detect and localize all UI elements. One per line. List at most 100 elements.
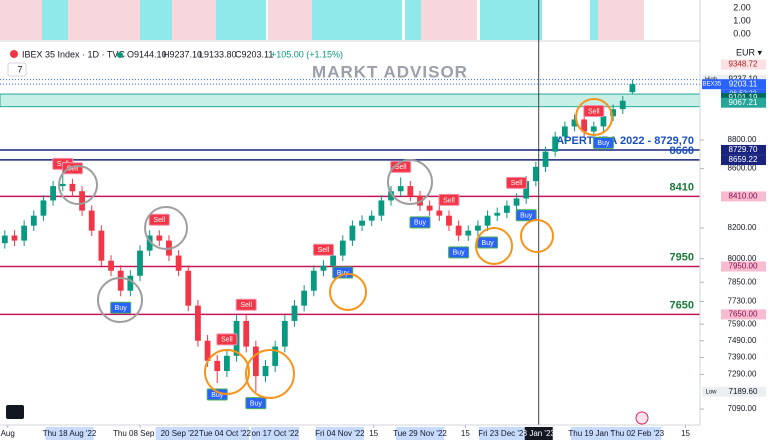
price-label: 9067.21 (729, 98, 758, 107)
price-label-box (721, 261, 766, 272)
candle-body (339, 240, 346, 256)
candle-body (98, 230, 105, 261)
ohlc-close: C9203.11 (235, 49, 273, 59)
candle-body (571, 119, 578, 127)
y-tick-label: 7590.00 (728, 319, 757, 328)
candle-body (378, 200, 385, 216)
orange-circle (245, 349, 295, 399)
candle-body (504, 205, 510, 213)
price-label-box (721, 97, 766, 108)
signal-box (506, 176, 528, 189)
signal-label: Sell (318, 247, 330, 254)
signal-box (148, 213, 170, 226)
candle-body (262, 365, 269, 377)
candle-body (301, 290, 308, 306)
tv-logo (6, 405, 24, 419)
candle-body (291, 305, 298, 321)
x-tick-label: Thu 08 Sep '22 (113, 429, 168, 438)
candle-body (349, 225, 356, 241)
logo (6, 405, 24, 419)
indicator-block (312, 0, 402, 40)
signal-label: Sell (240, 302, 252, 309)
x-tick-highlight (200, 427, 249, 440)
candle-body (117, 270, 124, 291)
y-tick-label: 7490.00 (728, 336, 757, 345)
candle-body (436, 210, 443, 216)
signal-box (332, 266, 354, 279)
indicator-block (405, 0, 421, 40)
orange-circle (475, 227, 513, 265)
candle-body (552, 136, 559, 152)
candle-body (50, 186, 56, 201)
x-tick-label: Tue 29 Nov '22 (393, 429, 447, 438)
ohlc-low: L9133.80 (199, 49, 237, 59)
signal-label: Sell (511, 180, 523, 187)
gray-circle (387, 159, 433, 205)
price-label: 9101.19 (729, 93, 758, 102)
signal-label: Buy (597, 140, 610, 147)
candle-body (156, 235, 163, 241)
price-label: 7650.00 (729, 310, 758, 319)
signal-label: Sell (67, 166, 79, 173)
indicator-block (480, 0, 542, 40)
indicator-block (421, 0, 477, 40)
price-label-box (721, 79, 766, 90)
candle-body (465, 230, 472, 236)
signal-label: Buy (414, 220, 427, 227)
orange-circle (520, 219, 554, 253)
alert-icon[interactable] (635, 411, 649, 425)
indicators-toggle[interactable] (7, 62, 27, 77)
level-label: APERTURA 2022 - 8729,70 (556, 135, 694, 147)
candle-body (127, 275, 134, 291)
candle-body (426, 205, 433, 211)
candle-body (281, 320, 288, 347)
indicator-block (598, 0, 644, 40)
price-label-box (721, 191, 766, 202)
candle-body (272, 346, 279, 366)
candle-body (484, 215, 491, 226)
candle-body (1, 235, 8, 244)
price-tag-box (702, 79, 721, 90)
symbol-icon (10, 50, 18, 58)
x-tick-label: 20 Sep '22 (161, 429, 200, 438)
signal-label: Sell (153, 217, 165, 224)
legend-header: IBEX 35 Index · 1D · TVC O9144.10 H9237.… (7, 49, 343, 77)
candle-body (185, 270, 192, 306)
candle-body (59, 183, 66, 187)
currency: EUR ▾ (736, 47, 763, 57)
y-tick-label: 7390.00 (728, 353, 757, 362)
gray-circle (144, 206, 188, 250)
candle-body (146, 235, 153, 251)
candle-body (224, 355, 230, 372)
signal-box (438, 193, 460, 206)
alert-circle[interactable] (635, 411, 649, 425)
candle-body (610, 109, 616, 117)
annotations (58, 98, 613, 399)
candle-body (108, 260, 114, 271)
candle-body (79, 191, 85, 211)
signal-label: Sell (588, 108, 600, 115)
candle-body (21, 225, 28, 241)
candle-body (494, 212, 501, 216)
candle-body (581, 119, 588, 132)
candle-body (388, 191, 394, 201)
price-label-box (721, 144, 766, 155)
signal-label: Buy (211, 392, 224, 399)
candle-body (40, 200, 47, 216)
watermark: MARKT ADVISOR (312, 62, 468, 81)
indicators-count: 7 (17, 64, 22, 74)
candle-body (397, 186, 404, 192)
indicator-block (0, 0, 42, 40)
indicator-block (42, 0, 68, 40)
y-tick-label: 8200.00 (728, 223, 757, 232)
candle-body (11, 235, 18, 241)
signal-box (477, 236, 499, 249)
candle-body (214, 360, 221, 372)
candle-body (475, 225, 481, 231)
status-dot (117, 52, 123, 58)
indicator-block (216, 0, 266, 40)
x-tick-label: Thu 19 Jan '23 (568, 429, 621, 438)
y-tick-label: 7290.00 (728, 370, 757, 379)
x-tick-highlight (396, 427, 444, 440)
x-tick-label: Thu 02 Feb '23 (610, 429, 664, 438)
